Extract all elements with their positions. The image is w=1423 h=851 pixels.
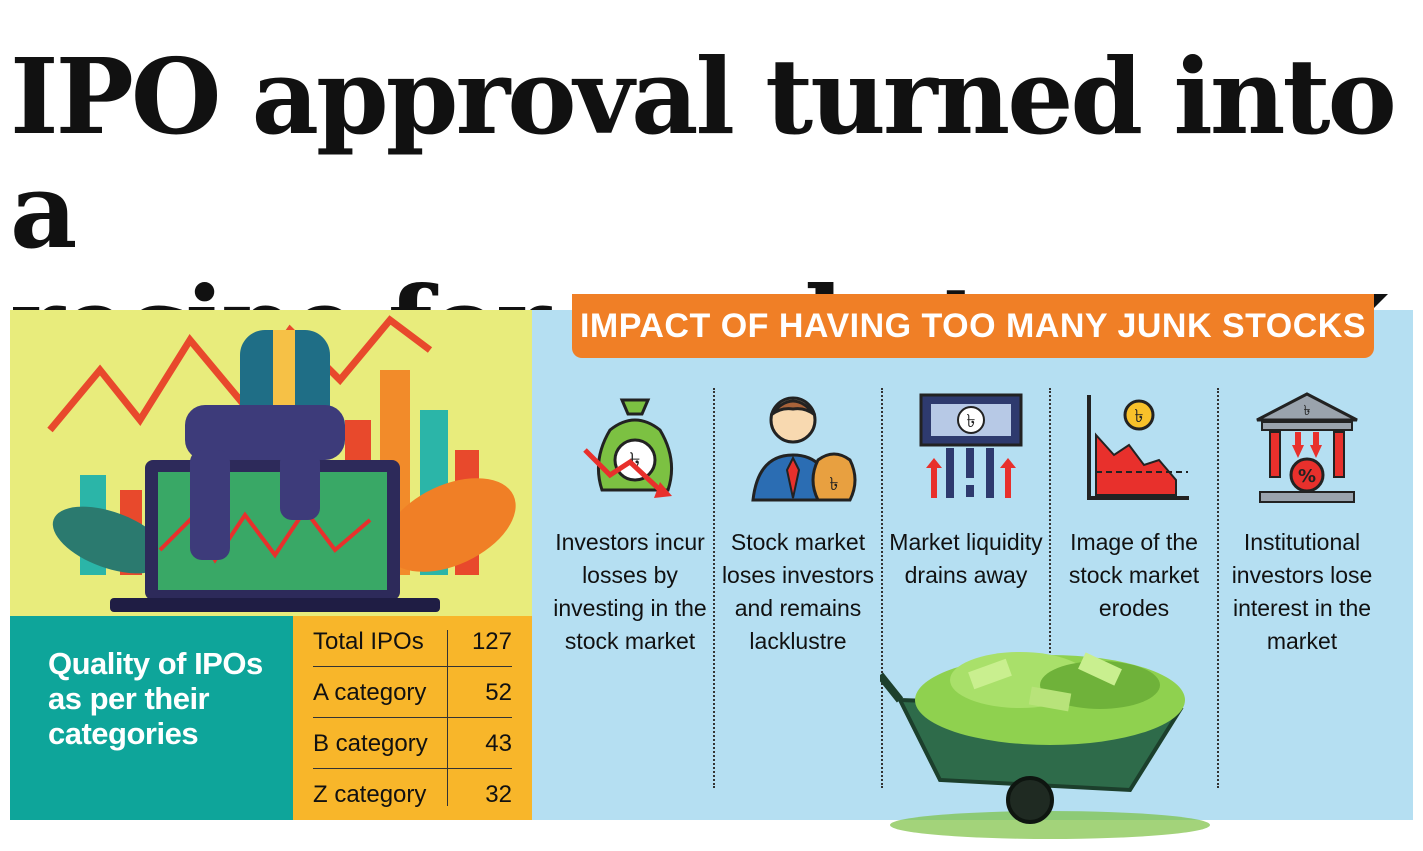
quality-title: Quality of IPOs as per their categories — [48, 646, 263, 751]
row-rule — [313, 666, 512, 667]
row-value: 43 — [485, 730, 512, 757]
impact-text: Stock market loses investors and remains… — [721, 529, 875, 654]
column-divider — [1049, 388, 1051, 788]
row-value: 127 — [471, 628, 512, 655]
headline-line-1: IPO approval turned into a — [10, 35, 1397, 272]
money-bag-down-icon: ৳ — [583, 398, 674, 498]
row-label: A category — [313, 679, 427, 706]
liquidity-drain-icon: ৳ — [919, 393, 1023, 498]
wheelbarrow-cash-illustration — [880, 652, 1210, 839]
table-column-divider — [447, 630, 448, 806]
row-label: Z category — [313, 781, 427, 808]
column-divider — [881, 388, 883, 788]
row-rule — [313, 717, 512, 718]
row-rule — [313, 768, 512, 769]
row-value: 32 — [485, 781, 512, 808]
impact-text: Image of the stock market erodes — [1068, 529, 1200, 621]
svg-text:৳: ৳ — [967, 411, 976, 432]
trader-illustration-panel — [10, 310, 532, 616]
row-label: Total IPOs — [313, 628, 424, 655]
column-divider — [1217, 388, 1219, 788]
impact-text: Institutional investors lose interest in… — [1231, 529, 1373, 654]
ipo-category-table: Total IPOs 127 A category 52 B category … — [293, 616, 532, 820]
trader-laptop-illustration — [47, 315, 516, 612]
table-row: Total IPOs 127 — [293, 616, 532, 667]
svg-text:%: % — [1298, 466, 1316, 487]
table-row: A category 52 — [293, 667, 532, 718]
falling-chart-icon: ৳ — [1087, 395, 1189, 500]
impact-text: Investors incur losses by investing in t… — [553, 529, 707, 654]
impact-banner: IMPACT OF HAVING TOO MANY JUNK STOCKS — [572, 294, 1374, 358]
table-row: Z category 32 — [293, 769, 532, 820]
svg-text:৳: ৳ — [1304, 403, 1311, 419]
table-row: B category 43 — [293, 718, 532, 769]
investor-money-bag-icon: ৳ — [751, 396, 857, 502]
svg-text:৳: ৳ — [1135, 406, 1144, 427]
impact-text: Market liquidity drains away — [889, 529, 1043, 588]
row-value: 52 — [485, 679, 512, 706]
institution-percent-icon: ৳ % — [1256, 392, 1358, 503]
svg-text:৳: ৳ — [830, 474, 839, 495]
banner-notch — [1374, 294, 1388, 308]
svg-text:৳: ৳ — [630, 449, 641, 474]
quality-of-ipos-box: Quality of IPOs as per their categories — [10, 616, 293, 820]
row-label: B category — [313, 730, 428, 757]
column-divider — [713, 388, 715, 788]
